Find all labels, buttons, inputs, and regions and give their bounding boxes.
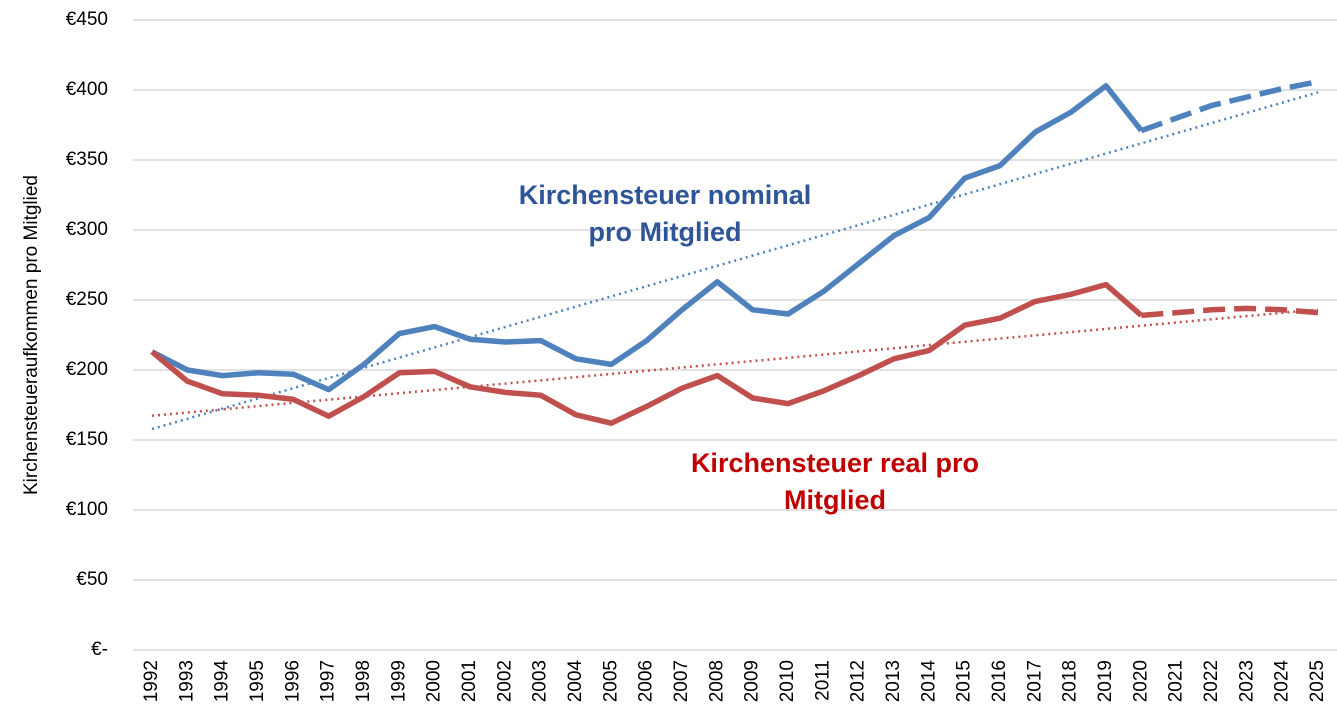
x-tick-label: 1998	[353, 660, 374, 702]
x-tick-label: 2009	[742, 660, 763, 702]
x-tick-label: 1997	[318, 660, 339, 702]
x-tick-label: 2022	[1201, 660, 1222, 702]
trend-line	[151, 91, 1319, 431]
x-tick-label: 1999	[388, 660, 409, 702]
y-tick-label: €100	[66, 499, 108, 520]
x-tick-label: 2003	[530, 660, 551, 702]
x-tick-label: 2012	[848, 660, 869, 702]
x-tick-label: 2021	[1166, 660, 1187, 702]
projection-line	[1140, 78, 1319, 134]
x-tick-label: 2024	[1272, 660, 1293, 703]
series-line	[150, 281, 1144, 426]
x-tick-label: 2013	[883, 660, 904, 702]
annotation: Kirchensteuer nominal	[519, 180, 812, 210]
x-tick-label: 2023	[1236, 660, 1257, 702]
x-tick-label: 2002	[494, 660, 515, 702]
x-tick-label: 1992	[141, 660, 162, 702]
x-tick-label: 1995	[247, 660, 268, 702]
x-tick-label: 2001	[459, 660, 480, 702]
y-tick-label: €200	[66, 359, 108, 380]
x-tick-label: 2000	[424, 660, 445, 702]
y-tick-label: €50	[76, 569, 108, 590]
x-tick-label: 2019	[1095, 660, 1116, 702]
x-tick-label: 2006	[636, 660, 657, 702]
x-tick-label: 2004	[565, 660, 586, 703]
x-tick-label: 2011	[812, 660, 833, 701]
x-tick-label: 2016	[989, 660, 1010, 702]
x-tick-label: 2007	[671, 660, 692, 702]
annotation: Kirchensteuer real pro	[691, 448, 979, 478]
y-tick-label: €300	[66, 219, 108, 240]
y-tick-label: €150	[66, 429, 108, 450]
trend-line	[151, 308, 1319, 417]
x-tick-label: 2008	[706, 660, 727, 702]
y-tick-label: €350	[66, 149, 108, 170]
y-tick-label: €250	[66, 289, 108, 310]
y-axis-label: Kirchensteueraufkommen pro Mitglied	[21, 175, 42, 495]
y-tick-label: €450	[66, 9, 108, 30]
x-tick-label: 2020	[1130, 660, 1151, 702]
x-tick-label: 2018	[1060, 660, 1081, 702]
x-tick-label: 2017	[1024, 660, 1045, 702]
x-tick-label: 2025	[1307, 660, 1328, 702]
x-tick-label: 2015	[954, 660, 975, 702]
x-tick-label: 1994	[212, 660, 233, 703]
x-tick-label: 2005	[600, 660, 621, 702]
x-tick-label: 2014	[918, 660, 939, 703]
projection-line	[1141, 305, 1319, 319]
x-tick-label: 1993	[176, 660, 197, 702]
x-tick-label: 1996	[282, 660, 303, 702]
y-tick-label: €400	[66, 79, 108, 100]
x-tick-label: 2010	[777, 660, 798, 702]
y-tick-label: €-	[91, 639, 108, 660]
annotation: Mitglied	[784, 485, 886, 515]
series-line	[150, 83, 1144, 393]
annotation: pro Mitglied	[589, 217, 742, 247]
